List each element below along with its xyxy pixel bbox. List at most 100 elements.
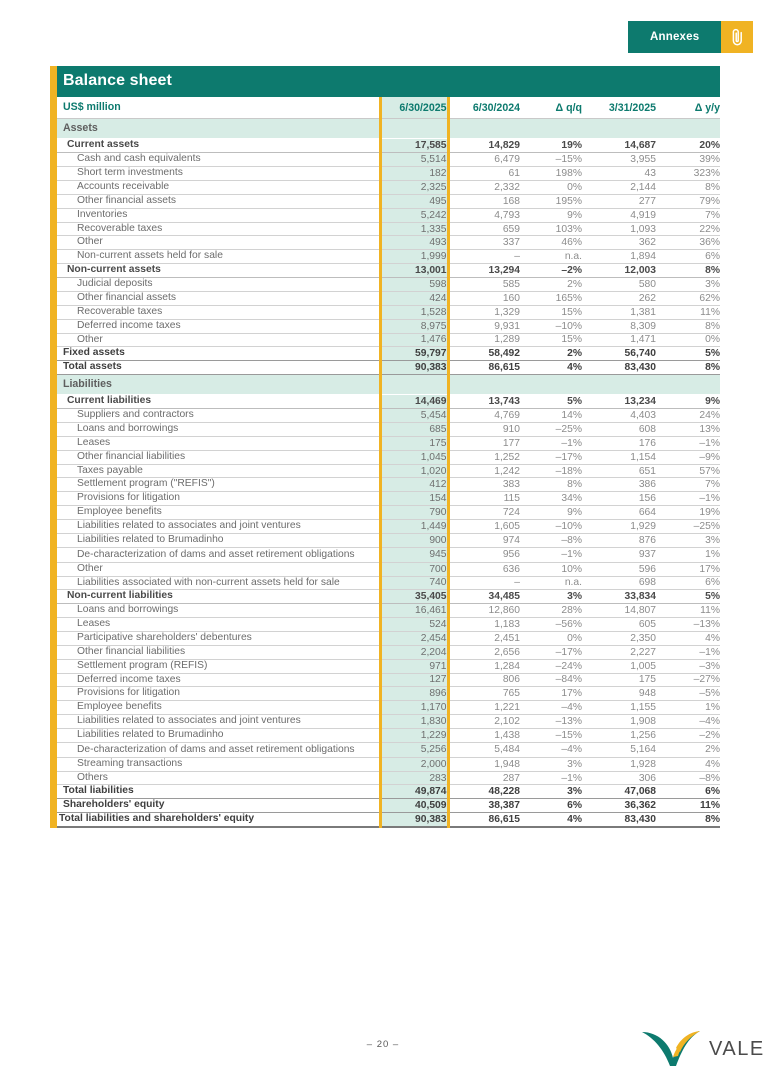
cell-previous: 337 xyxy=(448,235,520,251)
table-row: Streaming transactions 2,000 1,948 3% 1,928 4… xyxy=(50,757,720,772)
unit-label: US$ million xyxy=(50,97,380,120)
cell-march: 5,164 xyxy=(582,742,656,758)
table-row: Employee benefits 1,170 1,221 –4% 1,155 1% xyxy=(50,700,720,716)
table-row: Other 700 636 10% 596 17% xyxy=(50,562,720,577)
cell-previous: 636 xyxy=(448,562,520,577)
cell-current: 2,204 xyxy=(378,645,450,660)
cell-current: 8,975 xyxy=(378,319,450,334)
cell-current: 524 xyxy=(378,617,450,632)
table-left-accent-bar xyxy=(50,66,57,829)
cell-dyy: 11% xyxy=(656,798,720,814)
cell-dqq: –13% xyxy=(520,714,582,729)
page-title: Balance sheet xyxy=(50,66,720,97)
row-label: Provisions for litigation xyxy=(50,491,380,507)
table-row: De-characterization of dams and asset re… xyxy=(50,742,720,758)
cell-dqq: 6% xyxy=(520,798,582,814)
cell-current: 40,509 xyxy=(378,798,450,814)
cell-dyy: 11% xyxy=(656,305,720,320)
cell-march: 1,894 xyxy=(582,249,656,265)
table-row: Current liabilities 14,469 13,743 5% 13,234 9… xyxy=(50,394,720,410)
table-row: Employee benefits 790 724 9% 664 19% xyxy=(50,505,720,521)
cell-dyy: 3% xyxy=(656,533,720,548)
table-row: Settlement program ("REFIS") 412 383 8% 386 7… xyxy=(50,477,720,493)
cell-current: 900 xyxy=(378,533,450,548)
cell-march: 8,309 xyxy=(582,319,656,334)
row-label: Liabilities related to associates and jo… xyxy=(50,714,380,729)
cell-march: 580 xyxy=(582,277,656,292)
row-label: Other financial liabilities xyxy=(50,645,380,660)
cell-previous: – xyxy=(448,576,520,591)
cell-march: 596 xyxy=(582,562,656,577)
annexes-tab-label: Annexes xyxy=(628,21,722,53)
cell-dyy: 5% xyxy=(656,346,720,362)
annexes-tab[interactable]: Annexes xyxy=(628,21,754,53)
table-row: Inventories 5,242 4,793 9% 4,919 7% xyxy=(50,208,720,223)
cell-dqq: –10% xyxy=(520,319,582,334)
cell-previous: 14,829 xyxy=(448,138,520,154)
table-row: Others 283 287 –1% 306 –8% xyxy=(50,771,720,786)
cell-dyy: 5% xyxy=(656,589,720,605)
cell-current: 5,454 xyxy=(378,408,450,424)
cell-march: 1,908 xyxy=(582,714,656,729)
cell-previous: 86,615 xyxy=(448,360,520,376)
cell-march: 1,256 xyxy=(582,728,656,743)
cell-dqq: –84% xyxy=(520,673,582,688)
cell-current: 5,256 xyxy=(378,742,450,758)
cell-current: 412 xyxy=(378,477,450,493)
cell-current: 1,170 xyxy=(378,700,450,716)
cell-dqq: 8% xyxy=(520,477,582,493)
cell-previous: 806 xyxy=(448,673,520,688)
cell-dyy: 4% xyxy=(656,631,720,646)
row-label: Settlement program (REFIS) xyxy=(50,659,380,674)
cell-current: 685 xyxy=(378,422,450,437)
cell-dqq: –18% xyxy=(520,464,582,479)
cell-march: 937 xyxy=(582,547,656,563)
cell-march: 4,403 xyxy=(582,408,656,424)
cell-march: 14,687 xyxy=(582,138,656,154)
row-label: Employee benefits xyxy=(50,505,380,521)
cell-current: 59,797 xyxy=(378,346,450,362)
cell-current: 1,045 xyxy=(378,450,450,465)
cell-dqq: –2% xyxy=(520,263,582,279)
cell-previous: 585 xyxy=(448,277,520,292)
cell-dyy: 17% xyxy=(656,562,720,577)
table-row: Deferred income taxes 127 806 –84% 175 –27% xyxy=(50,673,720,688)
cell-dqq: –17% xyxy=(520,645,582,660)
row-label: Leases xyxy=(50,617,380,632)
cell-current xyxy=(378,374,450,396)
cell-dqq: 5% xyxy=(520,394,582,410)
column-header-dyy: Δ y/y xyxy=(656,97,720,120)
cell-march: 4,919 xyxy=(582,208,656,223)
cell-march: 1,471 xyxy=(582,333,656,348)
cell-dqq: 3% xyxy=(520,589,582,605)
row-label: Judicial deposits xyxy=(50,277,380,292)
cell-current: 2,325 xyxy=(378,180,450,195)
table-row: Liabilities related to Brumadinho 1,229 1,… xyxy=(50,728,720,743)
table-row: Loans and borrowings 685 910 –25% 608 13% xyxy=(50,422,720,437)
cell-dyy: 6% xyxy=(656,249,720,265)
cell-dqq xyxy=(520,118,582,140)
cell-march: 277 xyxy=(582,194,656,209)
cell-dyy: 4% xyxy=(656,757,720,772)
cell-previous: 1,438 xyxy=(448,728,520,743)
cell-dqq: –4% xyxy=(520,700,582,716)
table-row: Judicial deposits 598 585 2% 580 3% xyxy=(50,277,720,292)
cell-march: 664 xyxy=(582,505,656,521)
cell-dyy: 1% xyxy=(656,547,720,563)
table-row: Current assets 17,585 14,829 19% 14,687 20% xyxy=(50,138,720,154)
cell-march: 1,154 xyxy=(582,450,656,465)
cell-march: 1,928 xyxy=(582,757,656,772)
table-row: Other financial liabilities 2,204 2,656 –17… xyxy=(50,645,720,660)
cell-dyy: 0% xyxy=(656,333,720,348)
cell-current: 740 xyxy=(378,576,450,591)
cell-dyy: 22% xyxy=(656,222,720,237)
cell-march: 386 xyxy=(582,477,656,493)
cell-march: 362 xyxy=(582,235,656,251)
row-label: Suppliers and contractors xyxy=(50,408,380,424)
cell-previous: 287 xyxy=(448,771,520,786)
cell-dyy: 20% xyxy=(656,138,720,154)
cell-dqq: n.a. xyxy=(520,249,582,265)
cell-current: 2,000 xyxy=(378,757,450,772)
cell-dyy: 39% xyxy=(656,152,720,168)
row-label: Other financial assets xyxy=(50,194,380,209)
